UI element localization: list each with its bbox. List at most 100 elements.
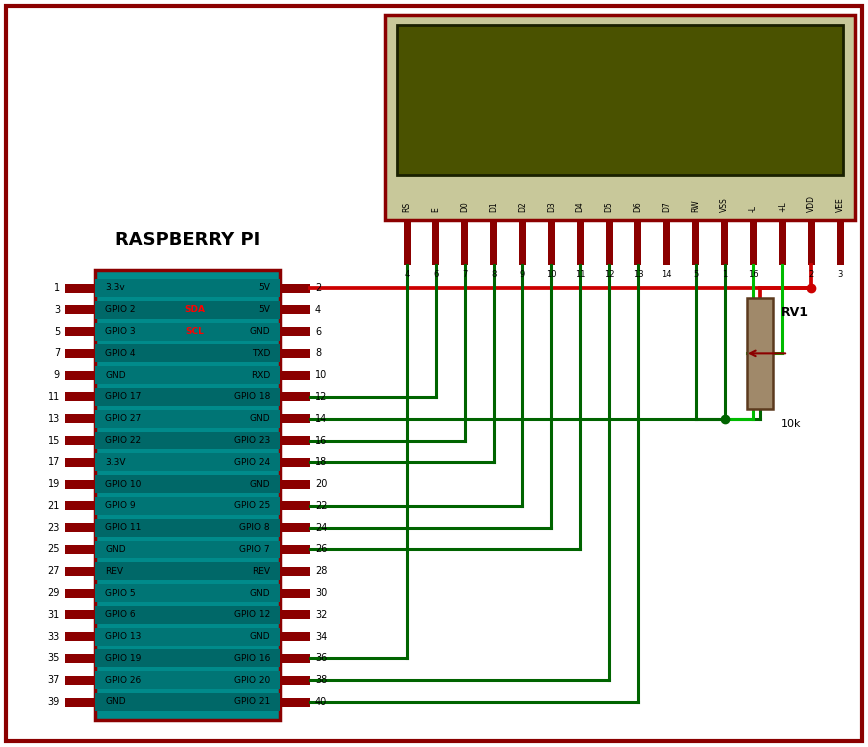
Text: GPIO 2: GPIO 2 — [105, 306, 135, 314]
Text: GPIO 24: GPIO 24 — [233, 458, 270, 467]
Bar — [95, 301, 280, 319]
Bar — [95, 432, 280, 450]
Text: D7: D7 — [662, 201, 671, 212]
Bar — [95, 279, 280, 297]
Text: 4: 4 — [315, 305, 321, 314]
Bar — [65, 501, 95, 510]
Text: 16: 16 — [315, 436, 327, 445]
Text: 6: 6 — [433, 270, 438, 279]
Bar — [548, 220, 555, 265]
Text: 5V: 5V — [258, 306, 270, 314]
Text: 9: 9 — [520, 270, 525, 279]
Text: 3.3v: 3.3v — [105, 284, 125, 293]
Text: GPIO 22: GPIO 22 — [105, 436, 141, 445]
Text: D6: D6 — [634, 201, 642, 212]
Bar — [461, 220, 468, 265]
Text: 34: 34 — [315, 632, 327, 642]
Text: 8: 8 — [491, 270, 496, 279]
Text: 2: 2 — [315, 283, 321, 293]
Bar — [280, 632, 310, 641]
Text: GPIO 3: GPIO 3 — [105, 327, 135, 336]
Text: GND: GND — [105, 371, 126, 379]
Text: GND: GND — [249, 589, 270, 598]
Text: 2: 2 — [808, 270, 814, 279]
Bar — [95, 453, 280, 471]
Bar — [95, 344, 280, 362]
Text: 4: 4 — [404, 270, 410, 279]
Text: GPIO 11: GPIO 11 — [105, 523, 141, 532]
Bar — [65, 415, 95, 424]
Text: D2: D2 — [518, 202, 527, 212]
Text: GPIO 23: GPIO 23 — [233, 436, 270, 445]
Bar — [65, 698, 95, 707]
Bar — [635, 220, 641, 265]
Bar — [65, 371, 95, 379]
Bar — [95, 497, 280, 515]
Text: GND: GND — [249, 327, 270, 336]
Bar — [663, 220, 670, 265]
Bar — [65, 589, 95, 598]
Text: 10k: 10k — [781, 419, 801, 429]
Text: GPIO 19: GPIO 19 — [105, 654, 141, 663]
Text: 15: 15 — [48, 436, 60, 445]
Bar — [280, 501, 310, 510]
Text: 32: 32 — [315, 610, 327, 620]
Bar — [95, 410, 280, 428]
Bar — [747, 298, 773, 409]
Text: GPIO 18: GPIO 18 — [233, 392, 270, 401]
Bar — [385, 15, 855, 220]
Text: 13: 13 — [48, 414, 60, 424]
Bar — [95, 518, 280, 536]
Bar — [65, 458, 95, 467]
Text: D0: D0 — [460, 201, 470, 212]
Text: RW: RW — [691, 199, 700, 212]
Text: 29: 29 — [48, 588, 60, 598]
Text: -L: -L — [749, 205, 758, 212]
Text: 23: 23 — [48, 523, 60, 533]
Bar — [65, 545, 95, 554]
Text: GND: GND — [105, 545, 126, 554]
Bar — [576, 220, 583, 265]
Text: GPIO 5: GPIO 5 — [105, 589, 135, 598]
Text: 5: 5 — [54, 326, 60, 337]
Bar — [65, 480, 95, 489]
Bar — [807, 220, 815, 265]
Text: 39: 39 — [48, 697, 60, 707]
Bar — [65, 392, 95, 401]
Text: 1: 1 — [54, 283, 60, 293]
Text: GPIO 26: GPIO 26 — [105, 676, 141, 685]
Text: REV: REV — [252, 567, 270, 576]
Text: 3.3V: 3.3V — [105, 458, 126, 467]
Text: GPIO 20: GPIO 20 — [233, 676, 270, 685]
Text: 19: 19 — [48, 479, 60, 489]
Text: 7: 7 — [54, 348, 60, 359]
Text: 14: 14 — [661, 270, 672, 279]
Bar — [606, 220, 613, 265]
Text: 7: 7 — [462, 270, 468, 279]
Text: RV1: RV1 — [781, 306, 809, 320]
Bar — [692, 220, 699, 265]
Text: GPIO 6: GPIO 6 — [105, 610, 135, 619]
Bar — [95, 323, 280, 341]
Text: 18: 18 — [315, 457, 327, 468]
Text: 21: 21 — [48, 501, 60, 511]
Text: +L: +L — [778, 202, 786, 212]
Text: VDD: VDD — [806, 195, 816, 212]
Text: SDA: SDA — [184, 306, 206, 314]
Bar — [95, 388, 280, 406]
Bar — [65, 632, 95, 641]
Bar — [280, 589, 310, 598]
Bar — [65, 436, 95, 445]
Bar — [280, 480, 310, 489]
Text: GPIO 7: GPIO 7 — [240, 545, 270, 554]
Text: 3: 3 — [54, 305, 60, 314]
Bar — [95, 672, 280, 689]
Bar — [95, 270, 280, 720]
Text: GND: GND — [249, 415, 270, 424]
Bar — [95, 541, 280, 559]
Text: VSS: VSS — [720, 197, 729, 212]
Bar — [95, 584, 280, 602]
Text: 5: 5 — [693, 270, 698, 279]
Text: GPIO 27: GPIO 27 — [105, 415, 141, 424]
Text: GPIO 8: GPIO 8 — [240, 523, 270, 532]
